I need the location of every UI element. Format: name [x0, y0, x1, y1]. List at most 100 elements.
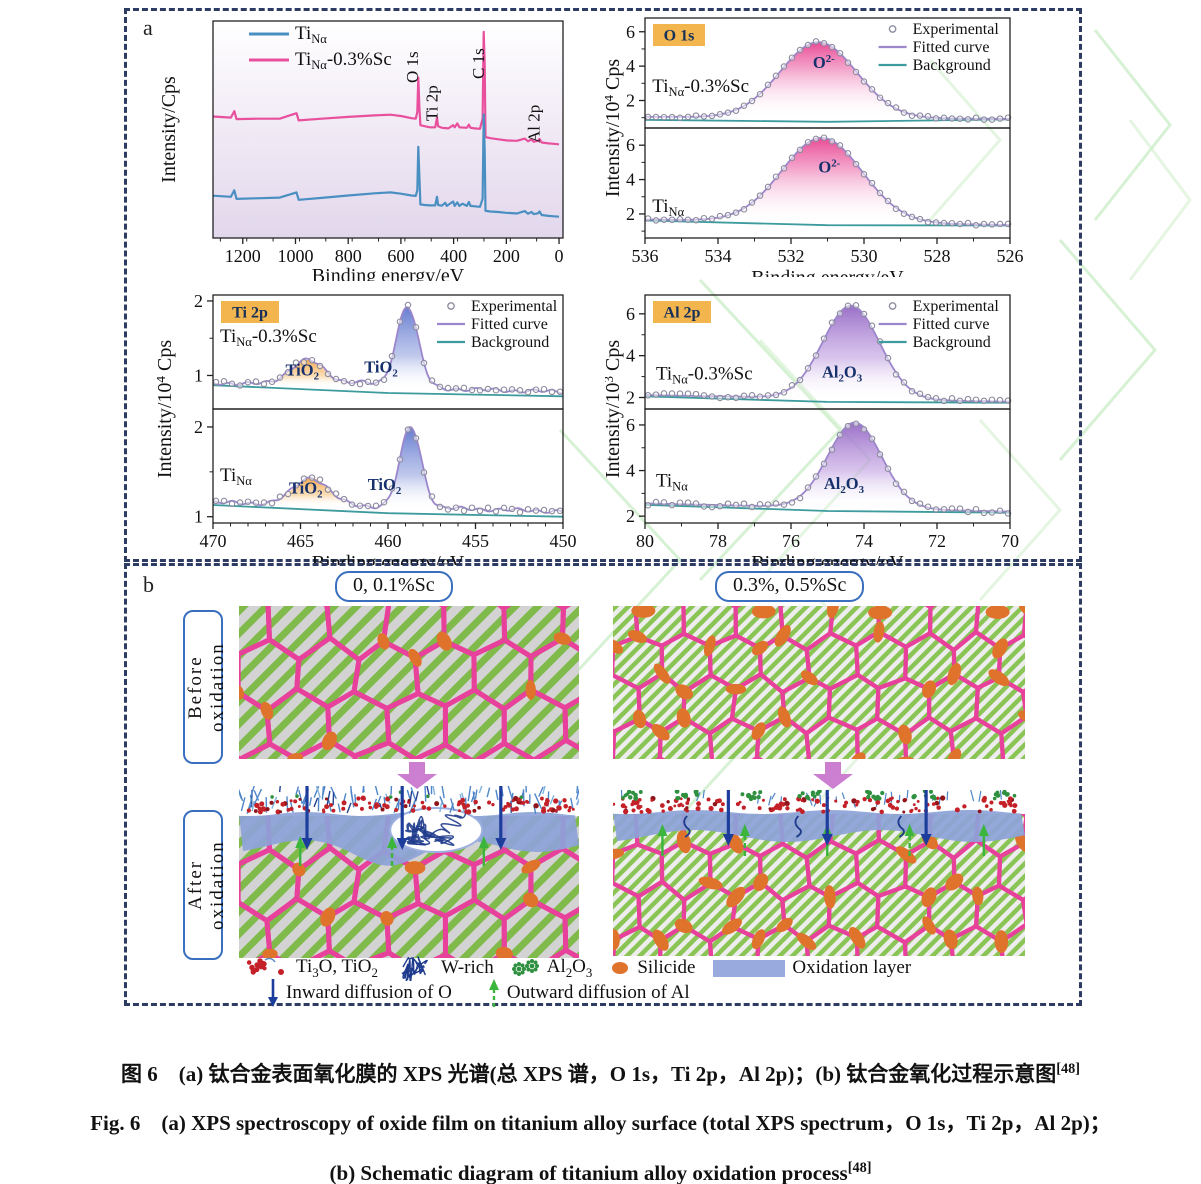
- svg-text:74: 74: [855, 531, 873, 551]
- svg-text:TiNα: TiNα: [656, 471, 688, 494]
- svg-text:200: 200: [493, 246, 520, 266]
- svg-text:6: 6: [626, 304, 635, 324]
- schematic-legend-row-1: Ti3O, TiO2 W-rich Al2O3 Silicide Oxidati…: [245, 955, 927, 981]
- svg-text:Fitted curve: Fitted curve: [913, 39, 990, 56]
- before-oxidation-high-sc-micrograph: [613, 606, 1025, 764]
- svg-text:2: 2: [194, 417, 203, 437]
- svg-text:TiNα-0.3%Sc: TiNα-0.3%Sc: [220, 326, 317, 349]
- survey-xps-plot: 1200 1000 800 600 400 200 0 Binding energy/eV In…: [157, 13, 597, 287]
- column-header-low-sc: 0, 0.1%Sc: [335, 571, 453, 602]
- svg-text:0: 0: [555, 246, 564, 266]
- svg-text:TiO2: TiO2: [368, 475, 402, 497]
- svg-text:O 1s: O 1s: [664, 28, 695, 45]
- legend-label: Inward diffusion of O: [286, 982, 452, 1003]
- outward-diffusion-arrow-icon: [488, 979, 499, 1007]
- svg-text:2: 2: [626, 387, 635, 407]
- ti3o-tio2-icon: [246, 957, 284, 975]
- al2o3-icon: [511, 959, 539, 976]
- panel-b-oxidation-schematic: b 0, 0.1%Sc 0.3%, 0.5%Sc Before oxidatio…: [124, 563, 1082, 1007]
- caption-ref: [48]: [847, 1160, 872, 1176]
- legend-item-oxidation-layer: Oxidation layer: [711, 957, 911, 979]
- svg-text:1: 1: [194, 365, 203, 385]
- svg-text:2: 2: [626, 91, 635, 111]
- svg-text:TiNα-0.3%Sc: TiNα-0.3%Sc: [656, 364, 753, 387]
- svg-text:460: 460: [375, 531, 402, 551]
- oxidation-transform-arrow-right: [813, 762, 853, 789]
- legend-label: Oxidation layer: [792, 957, 912, 978]
- svg-text:Al 2p: Al 2p: [524, 105, 543, 143]
- svg-text:C 1s: C 1s: [469, 48, 488, 79]
- oxidation-layer-icon: [713, 960, 786, 977]
- svg-text:4: 4: [626, 346, 635, 366]
- svg-text:Al2O3: Al2O3: [822, 363, 863, 385]
- panel-a-label: a: [143, 15, 153, 40]
- legend-label: W-rich: [440, 957, 494, 978]
- svg-text:TiNα: TiNα: [295, 23, 327, 46]
- svg-text:534: 534: [705, 246, 732, 266]
- legend-item-silicide: Silicide: [608, 957, 695, 979]
- svg-text:6: 6: [626, 22, 635, 42]
- svg-text:Fitted curve: Fitted curve: [471, 316, 548, 333]
- column-header-high-sc: 0.3%, 0.5%Sc: [715, 571, 865, 602]
- svg-text:80: 80: [636, 531, 654, 551]
- svg-text:Binding energy/eV: Binding energy/eV: [751, 267, 904, 277]
- row-label-after-oxidation: After oxidation: [183, 810, 228, 960]
- panel-a-xps-spectra: a 1200 1000 800 600 400 200 0 Binding energy/eV…: [124, 8, 1082, 574]
- svg-text:Ti 2p: Ti 2p: [232, 305, 268, 322]
- svg-text:Al 2p: Al 2p: [664, 305, 701, 322]
- svg-text:2: 2: [194, 291, 203, 311]
- caption-ref: [48]: [1056, 1061, 1081, 1077]
- svg-text:TiNα: TiNα: [220, 465, 252, 488]
- svg-text:6: 6: [626, 415, 635, 435]
- caption-chinese: 图 6 (a) 钛合金表面氧化膜的 XPS 光谱(总 XPS 谱，O 1s，Ti…: [120, 1061, 1081, 1086]
- svg-text:Ti 2p: Ti 2p: [422, 85, 441, 121]
- legend-item-al2o3: Al2O3: [510, 955, 592, 981]
- svg-text:TiO2: TiO2: [289, 478, 323, 500]
- svg-text:532: 532: [778, 246, 805, 266]
- svg-text:2: 2: [626, 204, 635, 224]
- svg-text:Binding energy/eV: Binding energy/eV: [312, 265, 465, 281]
- svg-text:TiO2: TiO2: [285, 360, 319, 382]
- svg-text:70: 70: [1001, 531, 1019, 551]
- legend-item-ti3o-tio2: Ti3O, TiO2: [245, 955, 378, 981]
- svg-text:Background: Background: [913, 57, 991, 74]
- svg-text:465: 465: [287, 531, 314, 551]
- svg-text:470: 470: [200, 531, 227, 551]
- svg-text:536: 536: [632, 246, 659, 266]
- after-oxidation-high-sc-micrograph: [612, 787, 1025, 961]
- svg-text:76: 76: [782, 531, 800, 551]
- svg-text:TiNα: TiNα: [652, 196, 684, 219]
- svg-text:TiO2: TiO2: [364, 357, 398, 379]
- svg-text:78: 78: [709, 531, 727, 551]
- svg-text:800: 800: [335, 246, 362, 266]
- svg-text:1: 1: [194, 507, 203, 527]
- svg-text:6: 6: [626, 135, 635, 155]
- svg-text:450: 450: [550, 531, 577, 551]
- al2p-xps-plot: 2 4 6 TiNα-0.3%Sc Al2O3 2 4 6 TiNα Al2O3 80 78 76 74 7…: [601, 283, 1067, 574]
- svg-text:TiNα-0.3%Sc: TiNα-0.3%Sc: [652, 76, 749, 99]
- svg-text:4: 4: [626, 170, 635, 190]
- caption-english-2: (b) Schematic diagram of titanium alloy …: [329, 1160, 872, 1184]
- inward-diffusion-arrow-icon: [268, 979, 278, 1007]
- caption-english-1: Fig. 6 (a) XPS spectroscopy of oxide fil…: [90, 1111, 1111, 1135]
- figure-caption: 图 6 (a) 钛合金表面氧化膜的 XPS 光谱(总 XPS 谱，O 1s，Ti…: [0, 1048, 1201, 1184]
- legend-label: Outward diffusion of Al: [506, 982, 690, 1003]
- panel-b-label: b: [143, 572, 154, 597]
- after-oxidation-low-sc-micrograph: [236, 774, 584, 963]
- svg-text:2: 2: [626, 506, 635, 526]
- legend-label: Ti3O, TiO2: [296, 955, 378, 980]
- svg-text:1200: 1200: [225, 246, 261, 266]
- oxidation-transform-arrow-left: [397, 762, 437, 789]
- svg-text:TiNα-0.3%Sc: TiNα-0.3%Sc: [295, 49, 392, 72]
- svg-text:O2-: O2-: [818, 158, 840, 177]
- svg-text:Experimental: Experimental: [913, 21, 1000, 38]
- svg-text:4: 4: [626, 56, 635, 76]
- ti2p-xps-plot: 1 2 TiNα-0.3%Sc TiO2 TiO2 1 2 TiNα TiO2 TiO2 470 46…: [153, 283, 597, 574]
- svg-text:Intensity/104 Cps: Intensity/104 Cps: [605, 59, 624, 197]
- svg-text:Background: Background: [913, 334, 991, 351]
- svg-text:455: 455: [462, 531, 489, 551]
- w-rich-icon: [401, 956, 428, 981]
- svg-text:O 1s: O 1s: [403, 51, 422, 83]
- svg-text:Experimental: Experimental: [471, 298, 558, 315]
